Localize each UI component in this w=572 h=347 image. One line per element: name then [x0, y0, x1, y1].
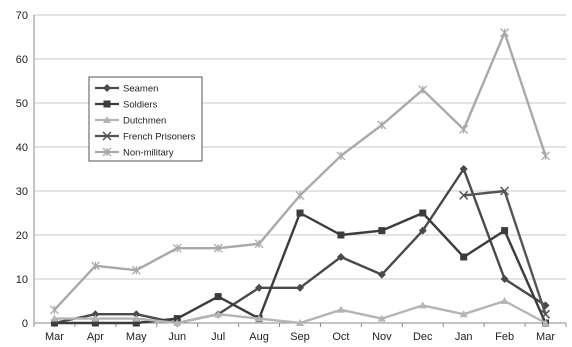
y-tick-label: 40 — [16, 142, 28, 154]
x-tick-label: Mar — [45, 331, 64, 343]
data-point-non-military — [500, 28, 510, 38]
x-tick-label: Jul — [211, 331, 225, 343]
data-point-dutchmen — [296, 319, 304, 326]
legend-label: Dutchmen — [123, 116, 166, 127]
data-point-dutchmen — [255, 314, 264, 322]
data-point-non-military — [418, 85, 428, 95]
series-layer — [50, 28, 551, 327]
legend-label: Soldiers — [123, 100, 158, 111]
legend-marker — [103, 100, 111, 108]
data-point-soldiers — [419, 209, 427, 217]
legend-label: Non-military — [123, 148, 174, 159]
data-point-dutchmen — [418, 301, 427, 309]
legend-marker — [102, 147, 112, 157]
data-point-soldiers — [460, 253, 468, 261]
data-point-soldiers — [214, 293, 222, 301]
data-point-non-military — [213, 243, 223, 253]
y-tick-label: 50 — [16, 98, 28, 110]
y-tick-label: 0 — [22, 318, 28, 330]
series-line-non-military — [53, 31, 547, 311]
x-tick-label: Feb — [495, 331, 514, 343]
y-tick-label: 10 — [16, 274, 28, 286]
data-point-non-military — [459, 124, 469, 134]
y-tick-label: 30 — [16, 186, 28, 198]
data-point-soldiers — [91, 319, 99, 327]
series-non-military — [50, 28, 550, 315]
data-point-seamen — [336, 253, 345, 261]
data-point-soldiers — [50, 319, 58, 327]
x-tick-label: Mar — [536, 331, 555, 343]
legend-label: French Prisoners — [123, 132, 196, 143]
data-point-dutchmen — [377, 314, 386, 322]
x-tick-label: Sep — [290, 331, 310, 343]
data-point-seamen — [418, 226, 427, 235]
data-point-non-military — [541, 151, 550, 161]
data-point-seamen — [500, 275, 509, 283]
legend-marker — [103, 84, 111, 92]
series-dutchmen — [50, 297, 550, 326]
y-tick-label: 70 — [16, 10, 28, 22]
legend-label: Seamen — [123, 84, 158, 95]
legend-item-non-military: Non-military — [95, 148, 174, 159]
data-point-soldiers — [296, 209, 304, 217]
data-point-non-military — [377, 120, 387, 130]
data-point-seamen — [459, 165, 468, 173]
data-point-non-military — [254, 239, 264, 249]
data-point-seamen — [377, 270, 386, 279]
data-point-dutchmen — [541, 319, 550, 326]
data-point-dutchmen — [132, 314, 141, 322]
axes — [33, 15, 567, 327]
data-point-seamen — [132, 310, 141, 319]
data-point-seamen — [91, 310, 100, 319]
legend-item-dutchmen: Dutchmen — [95, 116, 166, 127]
series-french-prisoners — [459, 186, 551, 319]
data-point-soldiers — [132, 319, 140, 327]
data-point-dutchmen — [91, 314, 100, 322]
data-point-soldiers — [378, 227, 386, 235]
y-axis-ticks: 0 10 20 30 40 50 60 70 — [16, 10, 28, 330]
y-tick-label: 60 — [16, 54, 28, 66]
legend-item-french-prisoners: French Prisoners — [95, 131, 196, 143]
data-point-non-military — [50, 305, 59, 315]
x-axis-ticks: Mar Apr May Jun Jul Aug Sep Oct Nov Dec Jan Feb Mar — [45, 331, 555, 343]
data-point-non-military — [336, 151, 346, 161]
data-point-non-military — [172, 243, 182, 253]
data-point-dutchmen — [214, 310, 223, 318]
x-tick-label: May — [126, 331, 147, 343]
legend-item-seamen: Seamen — [95, 84, 158, 95]
data-point-non-military — [295, 190, 305, 200]
data-point-dutchmen — [50, 314, 59, 322]
x-tick-label: Nov — [372, 331, 392, 343]
legend-marker — [103, 116, 111, 123]
data-point-soldiers — [173, 315, 181, 323]
data-point-soldiers — [501, 227, 509, 235]
data-point-non-military — [131, 265, 141, 275]
data-point-non-military — [90, 261, 100, 271]
legend-item-soldiers: Soldiers — [95, 100, 158, 111]
y-tick-label: 20 — [16, 230, 28, 242]
x-tick-label: Oct — [332, 331, 349, 343]
grid-lines — [34, 14, 566, 324]
series-seamen — [50, 165, 550, 327]
x-tick-label: Jun — [168, 331, 186, 343]
data-point-seamen — [255, 283, 264, 292]
x-tick-label: Aug — [249, 331, 269, 343]
x-tick-label: Jan — [455, 331, 473, 343]
data-point-french-prisoners — [541, 309, 551, 319]
data-point-french-prisoners — [459, 190, 469, 200]
data-point-seamen — [296, 283, 304, 292]
data-point-dutchmen — [336, 305, 345, 313]
x-tick-label: Dec — [413, 331, 433, 343]
data-point-dutchmen — [500, 297, 509, 304]
data-point-soldiers — [337, 231, 345, 239]
x-tick-label: Apr — [87, 331, 104, 343]
data-point-french-prisoners — [500, 186, 510, 196]
legend-marker — [102, 131, 112, 141]
legend: Seamen Soldiers Dutchmen French Prisoners No… — [88, 76, 203, 162]
series-line-soldiers — [54, 211, 547, 325]
data-point-dutchmen — [459, 310, 468, 318]
data-point-dutchmen — [173, 319, 182, 326]
